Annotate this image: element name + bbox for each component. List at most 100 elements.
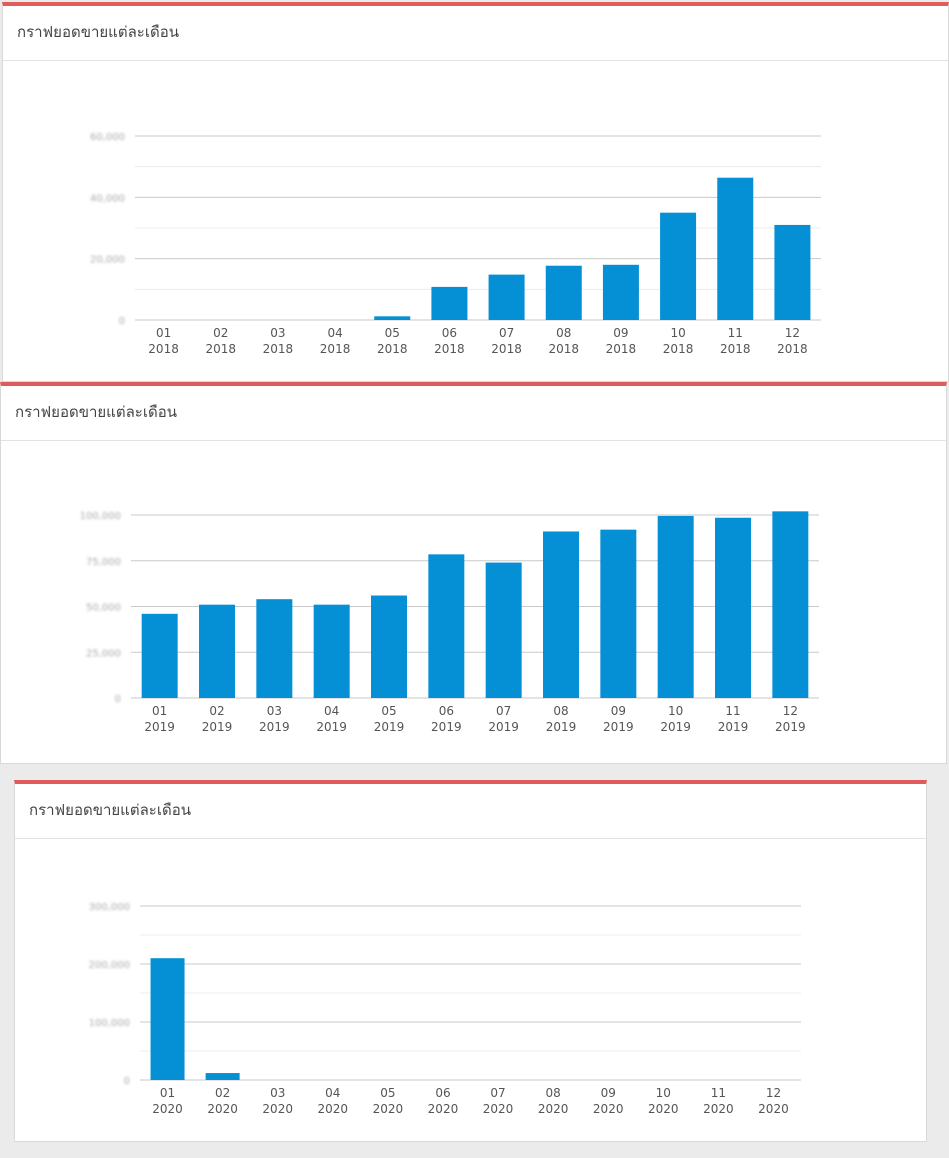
bar[interactable] (141, 613, 178, 698)
bar[interactable] (774, 224, 811, 320)
x-tick-label-month: 05 (381, 704, 396, 718)
x-tick-label-year: 2018 (148, 342, 179, 356)
x-tick-label-year: 2018 (434, 342, 465, 356)
bar[interactable] (488, 274, 525, 320)
y-tick-label: 25,000 (86, 648, 121, 659)
x-tick-label-year: 2020 (758, 1102, 789, 1116)
bar[interactable] (602, 264, 639, 320)
bar[interactable] (374, 316, 411, 320)
bar[interactable] (657, 515, 694, 698)
bar[interactable] (428, 554, 465, 698)
x-tick-label-year: 2020 (483, 1102, 514, 1116)
x-tick-label-month: 02 (213, 326, 228, 340)
bar[interactable] (371, 595, 407, 698)
bar[interactable] (256, 599, 293, 698)
x-tick-label-year: 2019 (488, 720, 519, 734)
x-tick-label-year: 2019 (603, 720, 634, 734)
x-tick-label-month: 08 (556, 326, 571, 340)
x-tick-label-month: 01 (160, 1086, 175, 1100)
bar[interactable] (660, 212, 697, 320)
x-tick-label-year: 2019 (660, 720, 691, 734)
x-tick-label-month: 07 (499, 326, 514, 340)
x-tick-label-year: 2018 (263, 342, 294, 356)
x-tick-label-year: 2020 (428, 1102, 459, 1116)
chart-panel-2020: กราฟยอดขายแต่ละเดือน 0 100,000 200,000 300,… (14, 780, 927, 1142)
x-tick-label-year: 2018 (777, 342, 808, 356)
y-tick-label: 100,000 (89, 1018, 130, 1029)
x-tick-label-year: 2018 (663, 342, 694, 356)
y-tick-label: 50,000 (86, 603, 121, 614)
x-tick-label-month: 04 (327, 326, 342, 340)
y-tick-label: 100,000 (80, 511, 121, 522)
x-tick-label-month: 11 (728, 326, 743, 340)
x-tick-label-year: 2019 (316, 720, 347, 734)
y-tick-label: 0 (119, 316, 125, 327)
x-tick-label-year: 2019 (546, 720, 577, 734)
x-tick-label-month: 07 (496, 704, 511, 718)
x-tick-label-year: 2020 (262, 1102, 293, 1116)
x-tick-label-year: 2019 (374, 720, 405, 734)
bar[interactable] (150, 958, 185, 1080)
bar[interactable] (715, 517, 751, 698)
x-tick-label-year: 2020 (648, 1102, 679, 1116)
y-tick-label: 60,000 (90, 132, 125, 143)
bar-chart-2018: 0 20,000 40,000 60,000 01 2018 02 2018 03 2018 04 2… (90, 132, 821, 356)
x-tick-label-month: 08 (545, 1086, 560, 1100)
bar[interactable] (199, 604, 235, 698)
x-tick-label-month: 09 (611, 704, 626, 718)
x-tick-label-month: 08 (553, 704, 568, 718)
panel-title: กราฟยอดขายแต่ละเดือน (15, 784, 926, 839)
x-tick-label-year: 2019 (718, 720, 749, 734)
x-tick-label-year: 2020 (318, 1102, 349, 1116)
y-tick-label: 40,000 (90, 193, 125, 204)
bar[interactable] (313, 604, 350, 698)
bar[interactable] (545, 265, 582, 320)
x-tick-label-month: 01 (156, 326, 171, 340)
x-tick-label-month: 02 (215, 1086, 230, 1100)
x-tick-label-month: 06 (442, 326, 457, 340)
x-tick-label-month: 03 (270, 1086, 285, 1100)
y-tick-label: 75,000 (86, 557, 121, 568)
x-tick-label-month: 06 (435, 1086, 450, 1100)
x-tick-label-year: 2018 (548, 342, 579, 356)
chart-panel-2019: กราฟยอดขายแต่ละเดือน 0 25,000 50,000 75,000… (0, 382, 947, 764)
bar-chart-2019: 0 25,000 50,000 75,000 100,000 01 2019 02 2019 03… (80, 511, 819, 734)
bar[interactable] (600, 529, 637, 698)
x-tick-label-year: 2018 (606, 342, 637, 356)
x-tick-label-year: 2019 (431, 720, 462, 734)
x-tick-label-year: 2019 (144, 720, 175, 734)
bar[interactable] (543, 531, 579, 698)
x-tick-label-year: 2020 (373, 1102, 404, 1116)
x-tick-label-month: 09 (601, 1086, 616, 1100)
x-tick-label-month: 10 (656, 1086, 671, 1100)
x-tick-label-month: 11 (711, 1086, 726, 1100)
y-tick-label: 300,000 (89, 902, 130, 913)
x-tick-label-month: 09 (613, 326, 628, 340)
x-tick-label-month: 05 (385, 326, 400, 340)
y-tick-label: 200,000 (89, 960, 130, 971)
x-tick-label-month: 12 (785, 326, 800, 340)
y-tick-label: 0 (124, 1076, 130, 1087)
x-tick-label-month: 05 (380, 1086, 395, 1100)
x-tick-label-year: 2020 (207, 1102, 238, 1116)
bar[interactable] (485, 562, 522, 698)
bar[interactable] (717, 177, 754, 320)
x-tick-label-month: 07 (490, 1086, 505, 1100)
bar[interactable] (205, 1073, 240, 1080)
y-tick-label: 20,000 (90, 255, 125, 266)
y-tick-label: 0 (115, 694, 121, 705)
x-tick-label-month: 12 (783, 704, 798, 718)
x-tick-label-month: 01 (152, 704, 167, 718)
x-tick-label-month: 03 (270, 326, 285, 340)
x-tick-label-year: 2020 (538, 1102, 569, 1116)
x-tick-label-year: 2018 (720, 342, 751, 356)
x-tick-label-year: 2019 (202, 720, 233, 734)
x-tick-label-month: 02 (209, 704, 224, 718)
x-tick-label-year: 2020 (593, 1102, 624, 1116)
x-tick-label-month: 10 (668, 704, 683, 718)
x-tick-label-year: 2018 (377, 342, 408, 356)
x-tick-label-month: 10 (670, 326, 685, 340)
bar[interactable] (431, 286, 468, 320)
bar[interactable] (772, 511, 809, 698)
x-tick-label-year: 2019 (775, 720, 806, 734)
